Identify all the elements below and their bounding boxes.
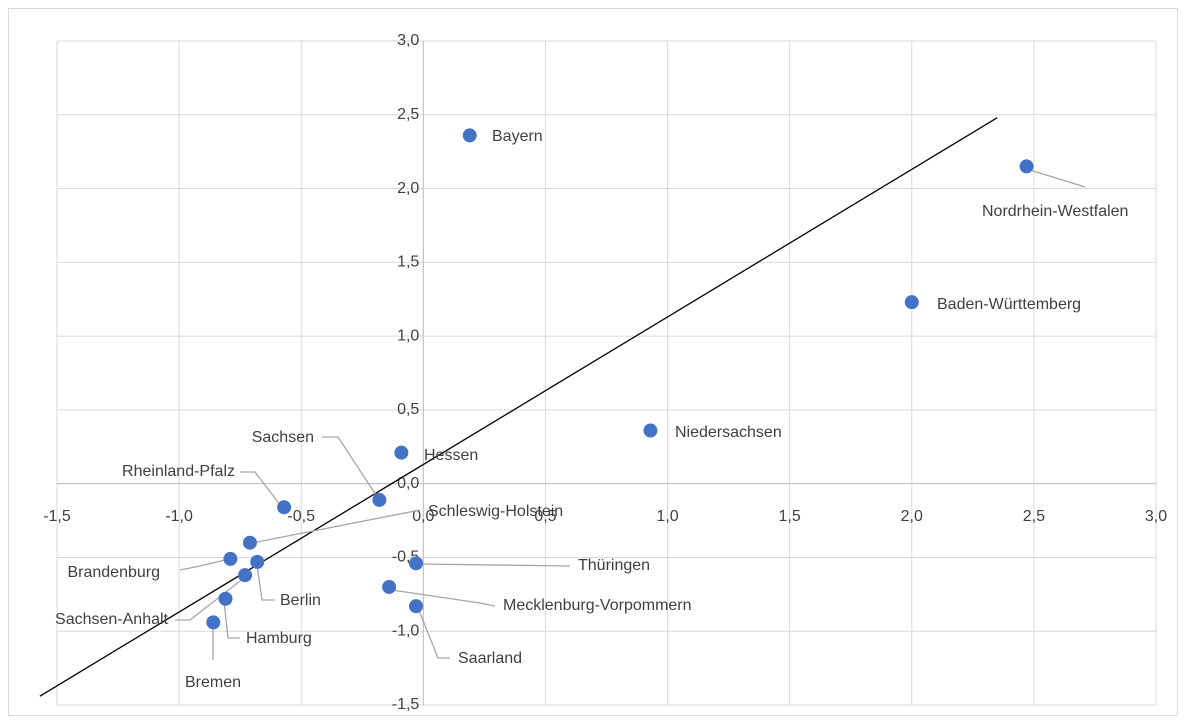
point bbox=[643, 423, 658, 438]
x-tick-label: 0,0 bbox=[412, 508, 434, 525]
leader-line bbox=[391, 589, 496, 607]
point-label: Mecklenburg-Vorpommern bbox=[503, 597, 692, 614]
y-tick-label: 0,5 bbox=[397, 401, 419, 418]
leader-line bbox=[179, 558, 230, 571]
point bbox=[372, 492, 387, 507]
leader-line bbox=[322, 436, 379, 499]
trendline bbox=[39, 117, 998, 697]
leader-line bbox=[417, 607, 450, 659]
point-label: Rheinland-Pfalz bbox=[122, 463, 235, 480]
x-tick-label: 3,0 bbox=[1145, 508, 1167, 525]
point-label: Bremen bbox=[185, 674, 241, 691]
point bbox=[409, 556, 424, 571]
x-tick-label: -0,5 bbox=[287, 508, 315, 525]
point bbox=[409, 599, 424, 614]
leader-line bbox=[1029, 169, 1086, 188]
point-label: Nordrhein-Westfalen bbox=[982, 203, 1128, 220]
x-tick-label: 0,5 bbox=[534, 508, 556, 525]
point bbox=[218, 591, 233, 606]
point-label: Bayern bbox=[492, 128, 543, 145]
point bbox=[277, 500, 292, 515]
point-label: Niedersachsen bbox=[675, 424, 782, 441]
point-label: Saarland bbox=[458, 650, 522, 667]
leader-line bbox=[223, 600, 240, 639]
point-label: Berlin bbox=[280, 592, 321, 609]
point-label: Thüringen bbox=[578, 557, 650, 574]
y-tick-label: 2,5 bbox=[397, 106, 419, 123]
point-label: Hessen bbox=[424, 447, 478, 464]
point-label: Schleswig-Holstein bbox=[428, 503, 563, 520]
leader-line bbox=[251, 509, 421, 544]
y-tick-label: -1,0 bbox=[392, 622, 420, 639]
y-tick-label: 3,0 bbox=[397, 32, 419, 49]
y-tick-label: 1,5 bbox=[397, 254, 419, 271]
point bbox=[238, 568, 253, 583]
point bbox=[223, 551, 238, 566]
x-tick-label: 2,0 bbox=[901, 508, 923, 525]
leader-line bbox=[256, 564, 275, 601]
x-tick-label: -1,0 bbox=[165, 508, 193, 525]
point bbox=[206, 615, 221, 630]
point bbox=[250, 554, 265, 569]
y-tick-label: 1,0 bbox=[397, 327, 419, 344]
leader-line bbox=[417, 563, 571, 567]
point-label: Hamburg bbox=[246, 630, 312, 647]
point-label: Sachsen bbox=[252, 429, 314, 446]
point bbox=[904, 295, 919, 310]
point bbox=[394, 445, 409, 460]
y-tick-label: 0,0 bbox=[397, 475, 419, 492]
point bbox=[1019, 159, 1034, 174]
point-label: Baden-Württemberg bbox=[937, 296, 1081, 313]
leader-line bbox=[240, 471, 282, 507]
point bbox=[382, 579, 397, 594]
point-label: Brandenburg bbox=[67, 564, 160, 581]
x-tick-label: 1,0 bbox=[656, 508, 678, 525]
point bbox=[242, 535, 257, 550]
point bbox=[462, 128, 477, 143]
y-tick-label: -1,5 bbox=[392, 696, 420, 713]
x-tick-label: -1,5 bbox=[43, 508, 71, 525]
point-label: Sachsen-Anhalt bbox=[55, 611, 169, 628]
x-tick-label: 2,5 bbox=[1023, 508, 1045, 525]
y-tick-label: 2,0 bbox=[397, 180, 419, 197]
x-tick-label: 1,5 bbox=[779, 508, 801, 525]
